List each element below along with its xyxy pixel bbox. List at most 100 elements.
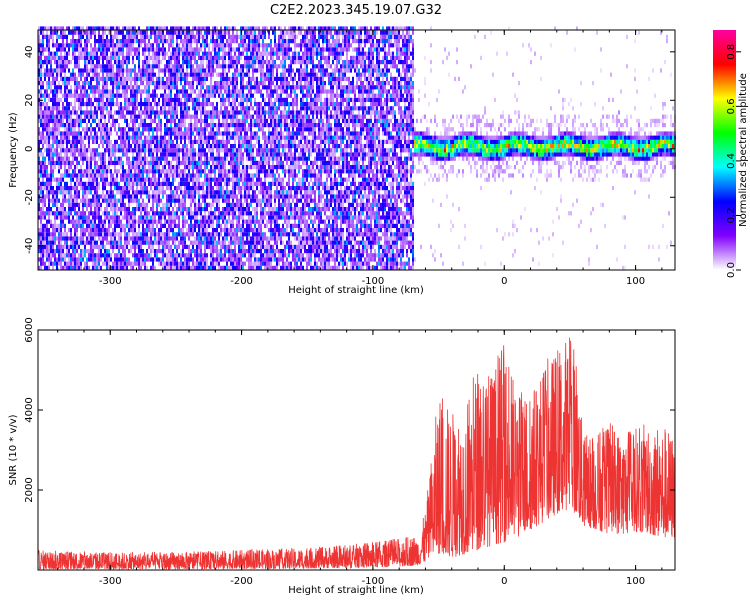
heatmap-cell	[202, 194, 204, 199]
heatmap-cell	[158, 194, 160, 199]
heatmap-cell	[244, 186, 246, 191]
heatmap-cell	[146, 64, 148, 69]
heatmap-cell	[40, 106, 42, 111]
heatmap-cell	[176, 148, 178, 153]
heatmap-cell	[238, 93, 240, 98]
heatmap-cell	[240, 202, 242, 207]
heatmap-cell	[230, 81, 232, 86]
heatmap-cell	[198, 68, 200, 73]
heatmap-cell	[106, 76, 108, 81]
heatmap-cell	[200, 160, 202, 165]
heatmap-cell	[102, 186, 104, 191]
heatmap-cell	[52, 190, 54, 195]
heatmap-cell	[48, 186, 50, 191]
heatmap-cell	[128, 228, 130, 233]
heatmap-cell	[212, 152, 214, 157]
heatmap-cell	[202, 236, 204, 241]
heatmap-cell	[66, 244, 68, 249]
heatmap-cell	[94, 207, 96, 212]
heatmap-cell	[206, 30, 208, 35]
heatmap-cell	[228, 51, 230, 56]
heatmap-cell	[104, 261, 106, 266]
heatmap-cell	[192, 257, 194, 262]
heatmap-cell	[244, 106, 246, 111]
heatmap-cell	[102, 51, 104, 56]
heatmap-cell	[242, 139, 244, 144]
heatmap-cell	[210, 177, 212, 182]
heatmap-cell	[116, 139, 118, 144]
heatmap-cell	[66, 55, 68, 60]
heatmap-cell	[150, 265, 152, 270]
heatmap-cell	[132, 102, 134, 107]
heatmap-cell	[232, 81, 234, 86]
heatmap-cell	[48, 232, 50, 237]
heatmap-cell	[102, 93, 104, 98]
heatmap-cell	[216, 186, 218, 191]
heatmap-cell	[66, 236, 68, 241]
heatmap-cell	[112, 194, 114, 199]
heatmap-cell	[108, 118, 110, 123]
heatmap-cell	[244, 131, 246, 136]
heatmap-cell	[168, 148, 170, 153]
heatmap-cell	[240, 169, 242, 174]
heatmap-cell	[210, 261, 212, 266]
heatmap-cell	[58, 60, 60, 65]
heatmap-cell	[46, 114, 48, 119]
heatmap-cell	[94, 257, 96, 262]
heatmap-cell	[82, 85, 84, 90]
heatmap-cell	[160, 152, 162, 157]
heatmap-cell	[232, 211, 234, 216]
heatmap-cell	[124, 240, 126, 245]
heatmap-cell	[196, 118, 198, 123]
heatmap-cell	[222, 68, 224, 73]
heatmap-cell	[244, 144, 246, 149]
heatmap-cell	[54, 194, 56, 199]
heatmap-cell	[190, 257, 192, 262]
heatmap-cell	[104, 148, 106, 153]
heatmap-cell	[200, 223, 202, 228]
heatmap-cell	[230, 190, 232, 195]
heatmap-cell	[50, 253, 52, 258]
heatmap-cell	[126, 194, 128, 199]
heatmap-cell	[222, 81, 224, 86]
heatmap-cell	[80, 30, 82, 35]
heatmap-cell	[146, 215, 148, 220]
heatmap-cell	[164, 223, 166, 228]
heatmap-cell	[230, 114, 232, 119]
heatmap-cell	[82, 72, 84, 77]
heatmap-cell	[128, 148, 130, 153]
heatmap-cell	[174, 127, 176, 132]
heatmap-cell	[140, 148, 142, 153]
heatmap-cell	[152, 223, 154, 228]
heatmap-cell	[216, 39, 218, 44]
heatmap-cell	[188, 135, 190, 140]
heatmap-cell	[178, 89, 180, 94]
heatmap-cell	[66, 118, 68, 123]
heatmap-cell	[218, 110, 220, 115]
heatmap-cell	[194, 223, 196, 228]
heatmap-cell	[52, 194, 54, 199]
heatmap-cell	[100, 68, 102, 73]
heatmap-cell	[62, 244, 64, 249]
heatmap-cell	[130, 160, 132, 165]
heatmap-cell	[42, 43, 44, 48]
heatmap-cell	[196, 72, 198, 77]
heatmap-cell	[242, 215, 244, 220]
heatmap-cell	[226, 72, 228, 77]
heatmap-cell	[168, 60, 170, 65]
heatmap-cell	[244, 249, 246, 254]
heatmap-cell	[230, 244, 232, 249]
heatmap-cell	[120, 93, 122, 98]
heatmap-cell	[88, 190, 90, 195]
heatmap-cell	[190, 198, 192, 203]
heatmap-cell	[124, 207, 126, 212]
heatmap-cell	[102, 102, 104, 107]
heatmap-cell	[126, 64, 128, 69]
heatmap-cell	[92, 261, 94, 266]
heatmap-cell	[52, 93, 54, 98]
heatmap-cell	[146, 156, 148, 161]
heatmap-cell	[180, 127, 182, 132]
heatmap-cell	[216, 194, 218, 199]
heatmap-cell	[188, 123, 190, 128]
heatmap-cell	[96, 81, 98, 86]
